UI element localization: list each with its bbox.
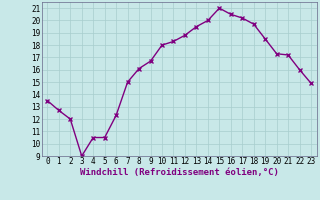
X-axis label: Windchill (Refroidissement éolien,°C): Windchill (Refroidissement éolien,°C) <box>80 168 279 177</box>
